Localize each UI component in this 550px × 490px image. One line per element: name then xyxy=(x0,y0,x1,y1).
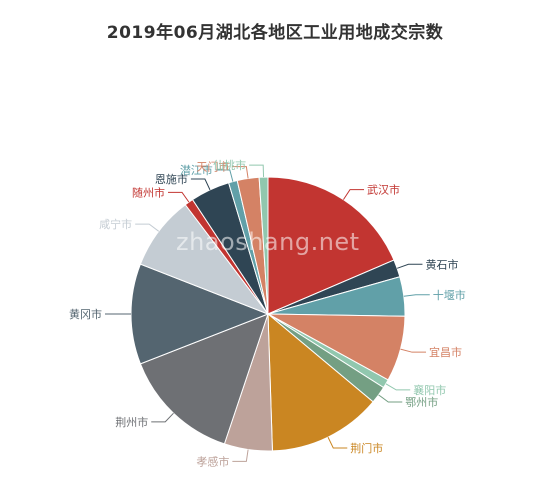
slice-label: 孝感市 xyxy=(196,454,229,468)
slice-label: 潜江市 xyxy=(180,163,213,177)
label-leader-line xyxy=(190,178,211,191)
slice-label: 咸宁市 xyxy=(99,217,132,231)
pie-slice[interactable] xyxy=(139,313,269,445)
slice-label: 天门市 xyxy=(196,160,229,174)
slice-label: 仙桃市 xyxy=(213,158,246,172)
label-leader-line xyxy=(378,394,403,403)
slice-label: 随州市 xyxy=(132,185,165,199)
label-leader-line xyxy=(396,263,423,269)
slice-label: 荆州市 xyxy=(115,415,148,429)
slice-label: 武汉市 xyxy=(367,183,400,197)
slice-label: 黄石市 xyxy=(425,257,458,271)
slice-label: 襄阳市 xyxy=(413,383,446,397)
label-leader-line xyxy=(400,348,427,353)
label-leader-line xyxy=(135,223,160,232)
label-leader-line xyxy=(327,436,348,449)
slice-label: 鄂州市 xyxy=(405,395,438,409)
slice-label: 十堰市 xyxy=(433,288,466,302)
pie-slices xyxy=(130,176,406,452)
slice-label: 黄冈市 xyxy=(69,307,102,321)
pie-slice[interactable] xyxy=(130,263,270,365)
label-leader-line xyxy=(232,166,249,179)
slice-label: 荆门市 xyxy=(350,441,383,455)
pie-slice[interactable] xyxy=(267,176,395,315)
pie-slice[interactable] xyxy=(267,312,374,452)
label-leader-line xyxy=(215,169,234,182)
chart-title: 2019年06月湖北各地区工业用地成交宗数 xyxy=(106,23,444,43)
label-leader-line xyxy=(232,449,249,462)
label-leader-line xyxy=(403,294,430,297)
label-leader-line xyxy=(343,189,365,200)
label-leader-line xyxy=(385,383,411,391)
label-leader-line xyxy=(151,412,174,423)
label-leader-line xyxy=(167,191,190,203)
label-leader-line xyxy=(249,164,265,178)
slice-label: 恩施市 xyxy=(155,172,188,186)
slice-label: 宜昌市 xyxy=(429,345,462,359)
